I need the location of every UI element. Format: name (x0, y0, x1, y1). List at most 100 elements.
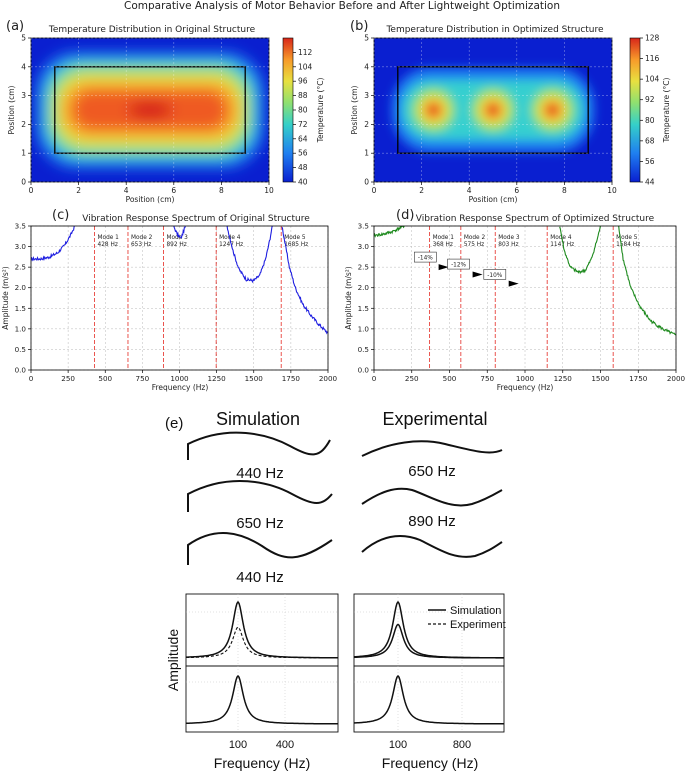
panel-c-label: (c) (52, 208, 69, 223)
x-tick-label: 0 (29, 186, 34, 195)
annotation-arrow-2 (472, 271, 483, 278)
x-tick-label: 1500 (591, 374, 610, 383)
fr-left-bottom-frame (185, 665, 339, 733)
annotation-box-2 (447, 258, 470, 270)
panel-d-label: (d) (396, 208, 414, 223)
y-tick-label: 2.5 (15, 263, 26, 272)
spectrum-curve-2 (559, 226, 601, 275)
fr-curves (185, 594, 504, 732)
mode-name-1: Mode 1 (98, 235, 120, 241)
annotation-label-3: -10% (487, 273, 502, 279)
colorbar-tick-label: 48 (298, 163, 308, 172)
x-tick-label: 1000 (516, 374, 535, 383)
x-tick-label: 1250 (554, 374, 573, 383)
exp-mode-shape-2 (361, 487, 503, 507)
y-tick-label: 0.0 (358, 366, 370, 375)
x-tick-label: 10 (264, 186, 274, 195)
x-tick-label: 500 (443, 374, 457, 383)
x-tick-label: 2 (419, 186, 424, 195)
x-tick-label: 250 (61, 374, 75, 383)
page-title: Comparative Analysis of Motor Behavior B… (124, 0, 560, 12)
fr-right-xtick-2: 800 (453, 739, 471, 751)
colorbar-tick-label: 116 (645, 54, 660, 63)
spectrum-frame (30, 225, 329, 371)
panel-d: (d) Vibration Response Spectrum of Optim… (344, 208, 685, 392)
spectrum-d: 0 250 500 750 1000 1250 1500 1750 2000 0.0 0.5 1.0 1… (358, 222, 685, 384)
annotation-label-1: -14% (418, 256, 433, 262)
x-tick-label: 0 (29, 374, 34, 383)
fr-curve-simulation (353, 674, 504, 725)
colorbar-tick-label: 80 (645, 116, 655, 125)
y-tick-label: 0.0 (15, 366, 27, 375)
y-tick-label: 2.0 (15, 283, 27, 292)
spectrum-curve-3 (226, 226, 273, 284)
colorbar-b-label: Temperature (°C) (662, 78, 671, 144)
spectrum-curve-1 (374, 226, 405, 238)
x-tick-label: 500 (98, 374, 112, 383)
x-tick-label: 0 (372, 374, 377, 383)
exp-mode-label-1: 650 Hz (408, 463, 456, 480)
y-tick-label: 1.0 (358, 324, 370, 333)
fr-legend: Simulation Experiment (428, 605, 506, 631)
x-tick-label: 6 (171, 186, 176, 195)
annotation-box-1 (414, 251, 437, 263)
y-tick-label: 1.5 (15, 304, 26, 313)
mode-name-5: Mode 5 (616, 235, 638, 241)
panel-c-title: Vibration Response Spectrum of Original … (82, 214, 310, 224)
mode-name-2: Mode 2 (131, 235, 153, 241)
y-tick-label: 5 (364, 34, 369, 43)
y-tick-label: 0 (364, 178, 369, 187)
y-tick-label: 2 (21, 120, 26, 129)
x-tick-label: 250 (405, 374, 419, 383)
fr-left-xtick-1: 100 (229, 739, 247, 751)
sim-mode-shape-1 (187, 431, 331, 460)
x-tick-label: 1750 (282, 374, 301, 383)
x-tick-label: 1000 (170, 374, 189, 383)
panel-a-label: (a) (6, 19, 24, 34)
y-tick-label: 1.0 (15, 324, 27, 333)
colorbar-tick-label: 104 (298, 62, 313, 71)
y-tick-label: 2 (364, 120, 369, 129)
mode-name-3: Mode 3 (498, 235, 520, 241)
colorbar-b (629, 37, 641, 183)
fr-ylabel: Amplitude (165, 629, 181, 691)
colorbar-tick-label: 104 (645, 75, 660, 84)
x-tick-label: 2000 (319, 374, 338, 383)
spectrum-d-xlabel: Frequency (Hz) (497, 383, 554, 392)
heatmap-a-axes: 0 2 4 6 8 10 0 1 2 3 4 5 (21, 34, 274, 196)
colorbar-b-ticks: 44 56 68 80 92 104 116 128 (640, 34, 660, 187)
mode-name-3: Mode 3 (166, 235, 188, 241)
fr-right-xlabel: Frequency (Hz) (382, 755, 478, 771)
exp-mode-shape-3 (361, 535, 503, 558)
heatmap-b-frame (373, 37, 613, 183)
column-simulation-title: Simulation (216, 409, 300, 429)
x-tick-label: 750 (136, 374, 150, 383)
y-tick-label: 0.5 (358, 345, 369, 354)
mode-freq-3: 892 Hz (166, 242, 186, 248)
x-tick-label: 0 (372, 186, 377, 195)
mode-freq-1: 368 Hz (433, 242, 453, 248)
panel-e-label: (e) (165, 415, 183, 432)
spectrum-curve-2 (173, 226, 186, 239)
legend-simulation-label: Simulation (450, 605, 501, 617)
y-tick-label: 3.0 (358, 242, 370, 251)
panel-b: (b) Temperature Distribution in Optimize… (350, 19, 671, 204)
spectrum-c-xlabel: Frequency (Hz) (152, 383, 209, 392)
y-tick-label: 3.5 (15, 222, 26, 231)
y-tick-label: 4 (21, 62, 26, 71)
exp-mode-label-2: 890 Hz (408, 513, 456, 530)
fr-right-bottom-frame (353, 665, 505, 733)
colorbar-tick-label: 56 (645, 157, 655, 166)
y-tick-label: 3.5 (358, 222, 369, 231)
x-tick-label: 4 (124, 186, 129, 195)
annotation-arrow-1 (438, 264, 449, 271)
annotation-arrow-3 (508, 280, 519, 287)
sim-mode-label-1: 440 Hz (236, 465, 284, 482)
sim-mode-shape-3 (187, 532, 333, 565)
fr-curve-simulation (185, 674, 338, 725)
y-tick-label: 0 (21, 178, 26, 187)
spectrum-frame (373, 225, 677, 371)
mode-freq-3: 803 Hz (498, 242, 518, 248)
colorbar-tick-label: 40 (298, 178, 308, 187)
